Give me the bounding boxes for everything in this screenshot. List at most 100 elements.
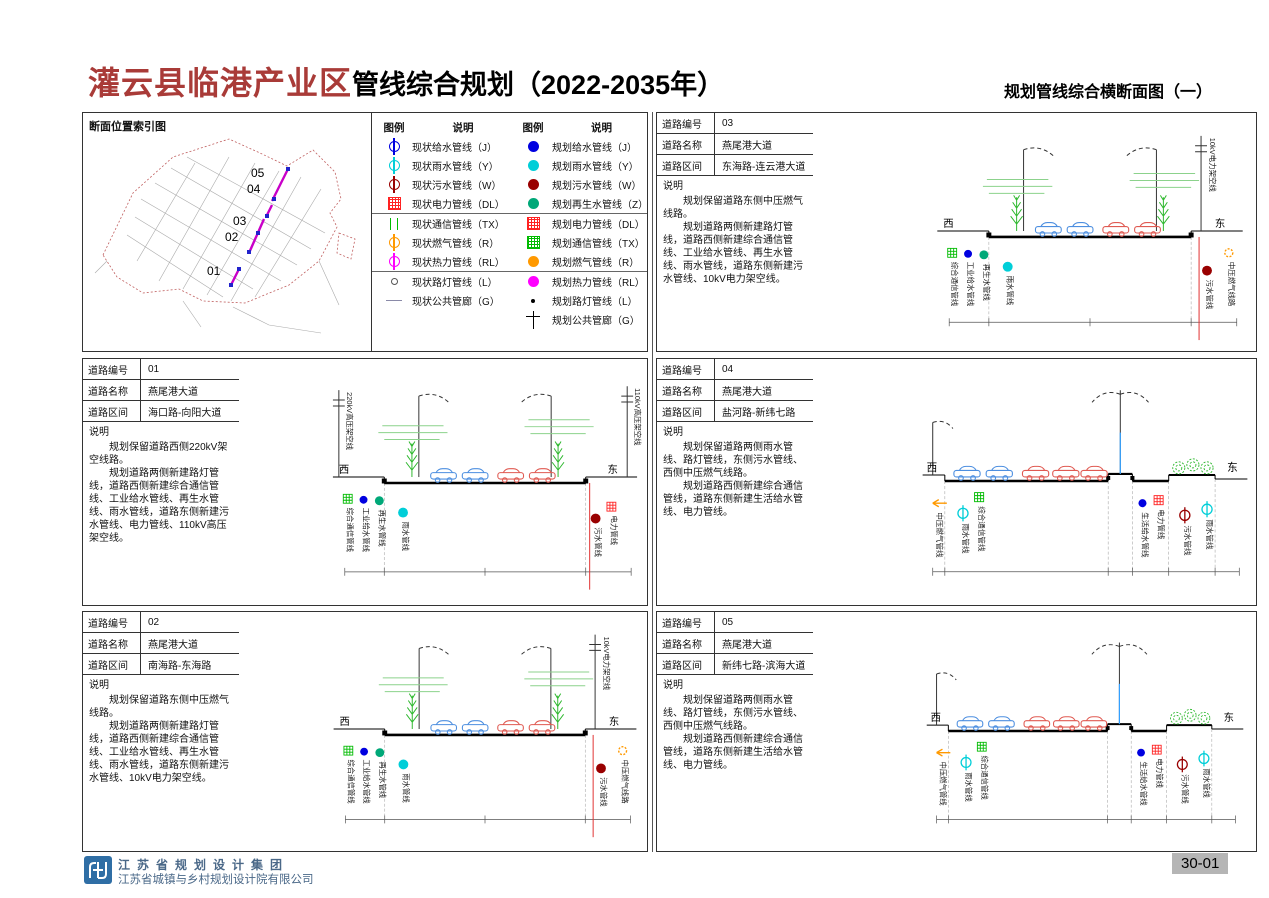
notes-label: 说明 — [663, 680, 683, 691]
west-power-pole: 220kV高压架空线 — [332, 390, 354, 478]
notes-text: 规划保留道路两侧雨水管线、路灯管线，东侧污水管线、西侧中压燃气线路。 规划道路西… — [663, 442, 803, 518]
existing-heat-icon — [388, 253, 400, 270]
company-logo — [84, 856, 112, 884]
telecom-pipe-icon — [947, 247, 958, 258]
dimension-line — [345, 815, 631, 824]
ground-profile — [333, 728, 637, 737]
road-panel-03: 道路编号 03 道路名称 燕尾港大道 道路区间 东海路-连云港大道 说明 规划保留道路… — [656, 112, 1257, 352]
verge-shrubs — [1170, 708, 1211, 725]
notes-label: 说明 — [89, 427, 109, 438]
extension-lines — [988, 236, 1192, 323]
svg-text:生活给水管线: 生活给水管线 — [1140, 512, 1150, 558]
map-marker-04: 04 — [247, 182, 261, 196]
column-divider — [652, 112, 653, 852]
notes-text: 规划保留道路两侧雨水管线、路灯管线，东侧污水管线、西侧中压燃气线路。 规划道路西… — [663, 695, 803, 771]
legend-row: 现状公共管廊（G） 规划路灯管线（L） — [372, 291, 647, 310]
street-lamp-icon — [1023, 147, 1157, 232]
gas-arrow-icon — [932, 499, 947, 508]
telecom-pipe-icon — [342, 493, 353, 504]
road-number: 04 — [722, 363, 734, 375]
svg-text:电力管线: 电力管线 — [609, 516, 618, 546]
map-marker-03: 03 — [233, 214, 247, 228]
road-range: 南海路-东海路 — [148, 660, 212, 672]
svg-text:中压燃气管线: 中压燃气管线 — [935, 512, 945, 558]
road-number: 05 — [722, 616, 734, 628]
ground-profile — [937, 230, 1243, 239]
legend-row: 现状给水管线（J） 规划给水管线（J） — [372, 137, 647, 156]
planned-water-icon — [527, 141, 539, 152]
existing-power-icon — [387, 197, 401, 210]
road-panel-05: 道路编号 05 道路名称 燕尾港大道 道路区间 新纬七路-滨海大道 说明 规划保留道路… — [656, 611, 1257, 852]
map-marker-01: 01 — [207, 264, 221, 278]
dimension-line — [932, 567, 1240, 576]
west-pipes: 中压燃气管线 雨水管线 综合通信管线 — [932, 492, 987, 558]
water-pipe-icon — [1137, 748, 1145, 757]
road-name: 燕尾港大道 — [722, 639, 772, 651]
telecom-pipe-icon — [976, 741, 987, 752]
svg-text:综合通信管线: 综合通信管线 — [346, 760, 355, 805]
planned-utility-tunnel-icon — [526, 310, 540, 329]
legend-panel: 图例 说明 图例 说明 现状给水管线（J） 规划给水管线（J） 现状雨水管线（Y… — [371, 112, 648, 352]
svg-text:污水管线: 污水管线 — [1180, 774, 1189, 804]
street-lamp-icon — [418, 393, 552, 478]
svg-text:220kV高压架空线: 220kV高压架空线 — [345, 392, 354, 451]
map-marker-02: 02 — [225, 230, 239, 244]
sewage-pipe-icon — [596, 763, 606, 774]
west-lamp-icon — [932, 420, 954, 475]
svg-text:雨水管线: 雨水管线 — [1202, 768, 1211, 798]
section-index-map-panel: 断面位置索引图 — [82, 112, 372, 352]
existing-gas: 中压燃气线路 — [1224, 248, 1237, 307]
existing-rain-icon — [960, 753, 972, 771]
east-pipes: 生活给水管线 电力管线 污水管线 雨水管线 — [1138, 495, 1215, 558]
existing-water-icon — [388, 138, 400, 155]
telecom-pipe-icon — [974, 492, 985, 503]
cross-section-05: 西 东 中压燃气管线 雨水管线 综合通信管线 生活给水管线 电力管线 污水管线 … — [926, 642, 1244, 824]
svg-text:污水管线: 污水管线 — [599, 777, 608, 807]
cross-section-04: 西 东 中压燃气管线 雨水管线 综合通信管线 生活给水管线 电力管线 污水管线 … — [922, 390, 1248, 576]
existing-gas-icon — [388, 234, 400, 251]
east-label: 东 — [1215, 217, 1225, 230]
verge-shrubs — [1172, 458, 1214, 475]
svg-text:污水管线: 污水管线 — [1205, 280, 1215, 310]
water-pipe-icon — [964, 249, 973, 258]
rain-pipe-icon — [1002, 261, 1013, 272]
notes-label: 说明 — [663, 181, 683, 192]
svg-text:再生水管线: 再生水管线 — [378, 761, 387, 798]
road-panel-04: 道路编号 04 道路名称 燕尾港大道 道路区间 盐河路-新纬七路 说明 规划保留道路两… — [656, 358, 1257, 606]
east-pipes: 生活给水管线 电力管线 污水管线 雨水管线 — [1137, 744, 1211, 806]
existing-sewage-icon — [1179, 506, 1191, 525]
planned-streetlight-icon — [531, 298, 535, 303]
dimension-line — [344, 567, 632, 576]
svg-text:雨水管线: 雨水管线 — [1205, 519, 1215, 550]
west-pipes: 综合通信管线 工业给水管线 再生水管线 雨水管线 — [343, 745, 410, 805]
west-label: 西 — [339, 465, 349, 476]
road-panel-02: 道路编号 02 道路名称 燕尾港大道 道路区间 南海路-东海路 说明 规划保留道路东侧… — [82, 611, 648, 852]
reclaimed-pipe-icon — [979, 250, 989, 260]
svg-text:电力管线: 电力管线 — [1155, 759, 1164, 789]
existing-rain-icon — [388, 157, 400, 174]
svg-text:电力管线: 电力管线 — [1157, 509, 1167, 540]
street-network — [94, 156, 340, 334]
existing-utility-tunnel-icon — [386, 300, 402, 301]
notes-label: 说明 — [663, 427, 683, 438]
planned-telecom-icon — [526, 236, 540, 249]
dimension-line — [936, 815, 1236, 824]
east-label: 东 — [609, 715, 619, 728]
legend-row: 现状污水管线（W） 规划污水管线（W） — [372, 175, 647, 194]
road-range: 盐河路-新纬七路 — [722, 407, 796, 419]
existing-rain-icon — [1198, 750, 1210, 768]
road-name: 燕尾港大道 — [722, 386, 772, 398]
road-info-table: 道路编号 02 道路名称 燕尾港大道 道路区间 南海路-东海路 — [83, 612, 239, 675]
reclaimed-pipe-icon — [374, 496, 384, 506]
page-title-project: 灌云县临港产业区 — [88, 65, 353, 101]
gas-pipe-icon — [1224, 248, 1234, 258]
east-power-pole: 110kV高压架空线 — [621, 386, 642, 478]
tree-icon — [982, 173, 1200, 232]
west-label: 西 — [931, 713, 941, 724]
road-info-table: 道路编号 05 道路名称 燕尾港大道 道路区间 新纬七路-滨海大道 — [657, 612, 813, 675]
svg-text:雨水管线: 雨水管线 — [1006, 276, 1016, 306]
notes-text: 规划保留道路西侧220kV架空线路。 规划道路两侧新建路灯管线，道路西侧新建综合… — [89, 442, 229, 544]
svg-text:污水管线: 污水管线 — [1183, 525, 1193, 556]
legend-table: 图例 说明 图例 说明 现状给水管线（J） 规划给水管线（J） 现状雨水管线（Y… — [372, 118, 648, 329]
power-pipe-icon — [1151, 744, 1162, 755]
